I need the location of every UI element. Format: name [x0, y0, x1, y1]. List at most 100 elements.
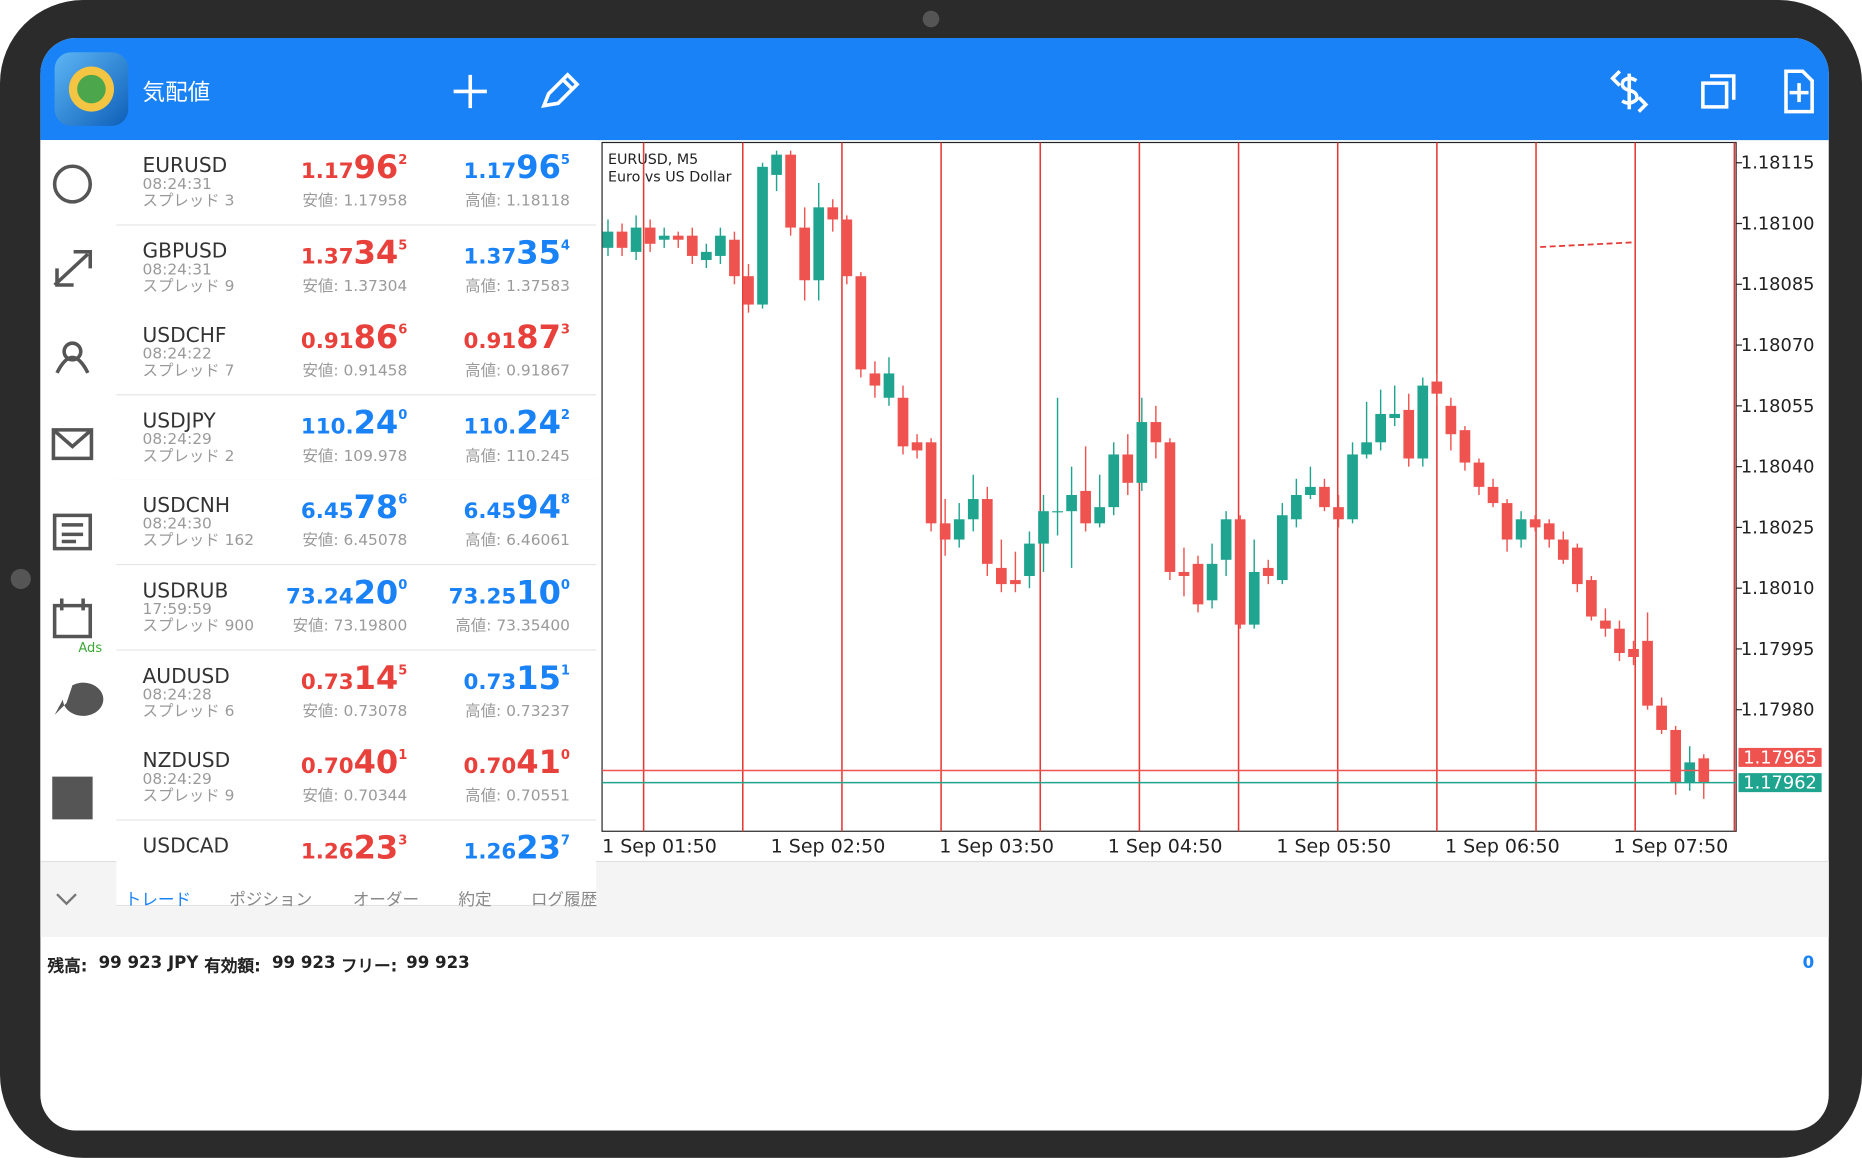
- candle-body: [1010, 580, 1021, 585]
- candle-body: [883, 373, 895, 398]
- candle-body: [1234, 519, 1246, 625]
- quote-time: 08:24:22: [142, 345, 212, 364]
- tab[interactable]: トレード: [124, 890, 192, 910]
- ask-tag: [1738, 747, 1822, 767]
- candle-body: [1122, 454, 1134, 483]
- y-tick-label: 1.18100: [1741, 213, 1815, 234]
- tab[interactable]: ポジション: [229, 890, 313, 910]
- bid-part: 2: [398, 152, 408, 168]
- y-tick-label: 1.18010: [1741, 578, 1815, 599]
- bid-part: 73.24: [285, 584, 354, 610]
- quote-row[interactable]: NZDUSD 08:24:29 スプレッド 9 0.70401 安値: 0.70344 0…: [116, 735, 597, 821]
- y-tick-label: 1.17980: [1741, 700, 1815, 721]
- quote-row[interactable]: USDCAD 1.26233 1.26237: [116, 820, 597, 906]
- app-logo[interactable]: [54, 52, 129, 126]
- candle-body: [1150, 422, 1162, 443]
- ask-part: 3: [560, 322, 570, 338]
- ask-part: 2: [560, 407, 570, 423]
- ask-part: 1.37: [463, 244, 517, 270]
- account-count: 0: [1802, 953, 1815, 973]
- bid-price: 6.45786: [301, 490, 407, 527]
- quote-time: 08:24:31: [142, 175, 212, 194]
- tab[interactable]: ログ履歴: [530, 890, 598, 910]
- candle-body: [616, 231, 628, 248]
- collapse-icon[interactable]: [55, 891, 79, 908]
- ask-part: 87: [516, 319, 561, 357]
- bid-part: 14: [353, 659, 399, 697]
- bid-part: 34: [353, 234, 399, 272]
- bid-part: 6: [398, 322, 408, 338]
- bid-part: 78: [353, 489, 399, 527]
- windows-icon[interactable]: [1701, 74, 1736, 109]
- market-icon[interactable]: [52, 776, 93, 820]
- quote-row[interactable]: EURUSD 08:24:31 スプレッド 3 1.17962 安値: 1.17958 1…: [116, 140, 597, 226]
- bid-part: 96: [353, 149, 399, 187]
- bid-price: 1.37345: [301, 235, 407, 272]
- high-price: 高値: 1.37583: [465, 277, 570, 296]
- quote-row[interactable]: AUDUSD 08:24:28 スプレッド 6 0.73145 安値: 0.73078 0…: [116, 650, 597, 736]
- candle-body: [1108, 454, 1120, 508]
- quotes-icon[interactable]: [52, 164, 93, 204]
- low-price: 安値: 0.91458: [302, 362, 408, 381]
- quote-row[interactable]: GBPUSD 08:24:31 スプレッド 9 1.37345 安値: 1.37304 1…: [116, 225, 597, 311]
- community-icon[interactable]: [55, 341, 90, 374]
- high-price: 高値: 0.73237: [465, 702, 570, 721]
- candle-body: [1094, 507, 1106, 524]
- account-free-label: フリー:: [340, 957, 398, 977]
- candle-body: [1445, 405, 1457, 435]
- tab[interactable]: オーダー: [352, 890, 420, 910]
- bid-tag-label: 1.17962: [1743, 773, 1817, 794]
- currency-icon[interactable]: [1610, 69, 1649, 113]
- quote-time: 08:24:29: [142, 430, 212, 449]
- candle-body: [1220, 519, 1232, 560]
- bid-tag: [1738, 773, 1822, 793]
- candle-body: [869, 373, 881, 386]
- symbol: GBPUSD: [142, 239, 228, 264]
- trade-icon[interactable]: [53, 249, 93, 287]
- candle-body: [1670, 729, 1682, 783]
- header-tools: [1610, 69, 1814, 114]
- candle-body: [658, 235, 670, 240]
- y-tick-label: 1.18040: [1741, 457, 1815, 478]
- quote-row[interactable]: USDJPY 08:24:29 スプレッド 2 110.240 安値: 109.978 1…: [116, 395, 597, 481]
- candle-body: [1178, 571, 1190, 577]
- y-tick-label: 1.18055: [1741, 396, 1815, 417]
- x-tick-label: 1 Sep 02:50: [771, 836, 886, 858]
- quote-time: 08:24:31: [142, 260, 212, 279]
- calendar-icon[interactable]: [52, 598, 93, 639]
- chat-icon[interactable]: [54, 682, 104, 716]
- candle-body: [700, 251, 712, 260]
- candle-body: [953, 519, 965, 540]
- logo-globe: [77, 74, 106, 104]
- candle-body: [1571, 547, 1583, 585]
- candle-body: [672, 235, 684, 240]
- mail-icon[interactable]: [51, 428, 94, 461]
- candle-body: [729, 239, 740, 277]
- bid-price: 73.24200: [286, 575, 407, 612]
- ask-part: 6.45: [463, 499, 517, 525]
- candle-body: [1586, 580, 1597, 617]
- bid-part: 5: [398, 662, 408, 678]
- sidebar: Ads: [40, 140, 117, 861]
- symbol: NZDUSD: [142, 749, 231, 774]
- quote-row[interactable]: USDCHF 08:24:22 スプレッド 7 0.91866 安値: 0.91458 0…: [116, 310, 597, 396]
- bid-part: 40: [353, 744, 399, 782]
- news-icon[interactable]: [52, 513, 93, 551]
- candle-body: [799, 227, 811, 281]
- bid-part: 1.26: [300, 839, 354, 865]
- bid-part: 1.37: [300, 244, 354, 270]
- symbol: USDCNH: [142, 494, 231, 519]
- tab[interactable]: 約定: [458, 890, 492, 910]
- new-order-icon[interactable]: [1784, 69, 1814, 114]
- high-price: 高値: 6.46061: [465, 532, 570, 551]
- bid-part: 20: [353, 574, 399, 612]
- ask-price: 1.26237: [464, 830, 570, 867]
- ask-part: 73.25: [448, 584, 517, 610]
- quote-row[interactable]: USDCNH 08:24:30 スプレッド 162 6.45786 安値: 6.4507…: [116, 480, 597, 566]
- candle-body: [1529, 519, 1541, 528]
- add-icon[interactable]: [453, 74, 487, 109]
- account-equity-label: 有効額:: [204, 957, 261, 977]
- candle-body: [630, 227, 642, 252]
- quote-row[interactable]: USDRUB 17:59:59 スプレッド 900 73.24200 安値: 73.19…: [116, 565, 597, 651]
- edit-icon[interactable]: [541, 72, 580, 108]
